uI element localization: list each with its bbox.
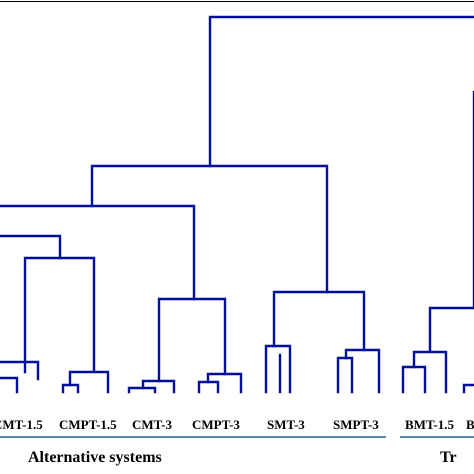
smt3-leaf-branch (264, 344, 292, 394)
leaf-label-bmt15: BMT-1.5 (405, 417, 454, 432)
cmt3-cmpt3-branch (157, 297, 227, 383)
b-leaf-branch (462, 383, 474, 394)
cmt15-leaf-branch (0, 360, 40, 381)
leaf-label-smt3: SMT-3 (267, 417, 305, 432)
leaf-label-cmt15: CMT-1.5 (0, 417, 43, 432)
alternative-cluster-branch (90, 164, 329, 294)
leaf-label-cmpt3: CMPT-3 (192, 417, 240, 432)
leaf-label-b: B (466, 417, 474, 432)
dendrogram-branches (0, 15, 474, 394)
cmpt3-inner-leaf-branch (197, 380, 220, 394)
bmt15-leaf-branch (401, 365, 427, 394)
leaf-labels: CMT-1.5 CMPT-1.5 CMT-3 CMPT-3 SMT-3 SMPT… (0, 417, 474, 432)
cmpt15-inner-leaf-branch (61, 383, 80, 394)
group-label-alternative: Alternative systems (28, 449, 162, 466)
bmt15-cluster-branch (412, 350, 448, 394)
cmpt3-leaf-branch (206, 372, 243, 394)
cm-cluster-branch (0, 204, 196, 301)
root-branch (208, 15, 474, 168)
smt3-smpt3-branch (272, 290, 366, 352)
leaf-label-cmpt15: CMPT-1.5 (59, 417, 117, 432)
cmpt15-leaf-branch (68, 370, 110, 394)
cmt3-inner-leaf-branch (127, 386, 157, 394)
cmt15-cmpt15-subbranch (23, 256, 96, 374)
traditional-cluster-branch (428, 306, 474, 352)
cmt15-cmpt15-branch (0, 234, 62, 260)
group-label-traditional: Tr (440, 449, 457, 466)
leaf-label-cmt3: CMT-3 (132, 417, 172, 432)
cmt3-leaf-branch (141, 379, 176, 394)
leaf-label-smpt3: SMPT-3 (333, 417, 379, 432)
cmt15-inner-leaf-branch (0, 376, 19, 394)
smpt3-leaf-branch (344, 348, 381, 394)
smpt3-inner-leaf-branch (336, 356, 354, 394)
